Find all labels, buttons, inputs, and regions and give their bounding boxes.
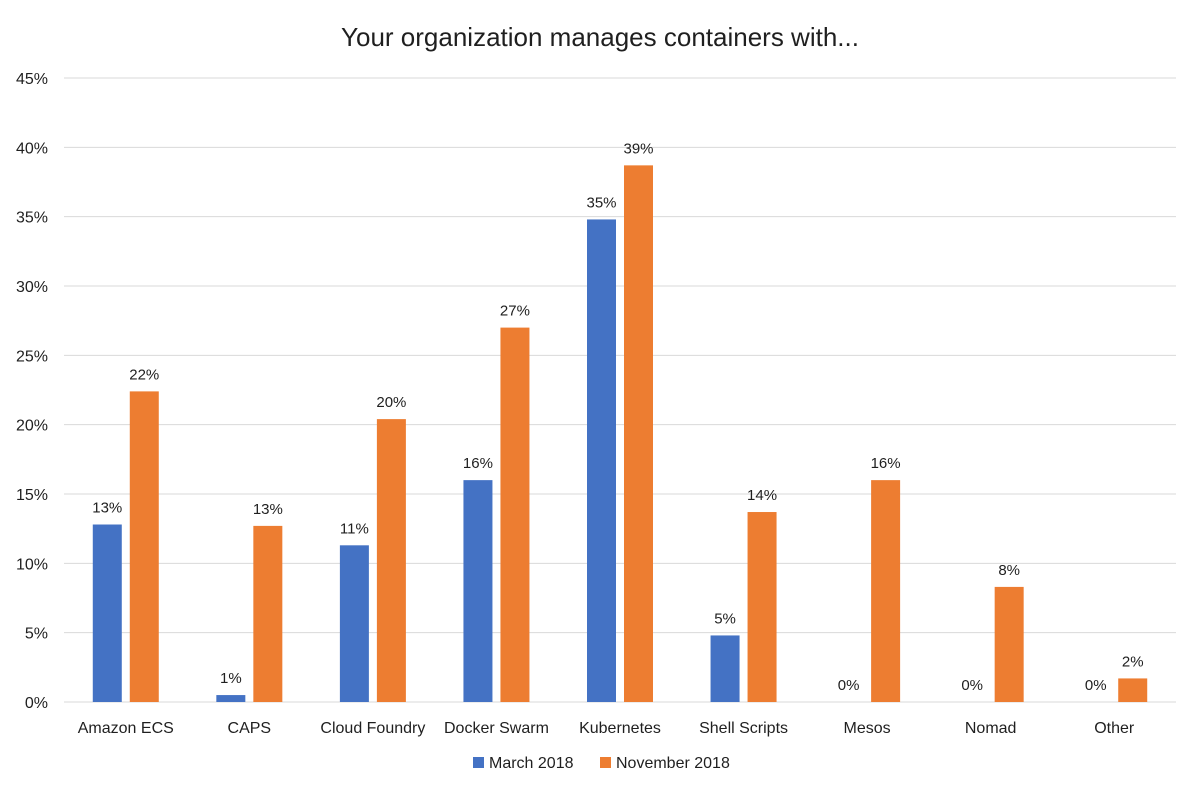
x-category-label: Shell Scripts bbox=[699, 720, 788, 737]
y-tick-label: 10% bbox=[16, 556, 48, 573]
bar-march-2018 bbox=[710, 635, 740, 702]
data-label: 0% bbox=[838, 677, 860, 694]
y-tick-label: 25% bbox=[16, 348, 48, 365]
x-category-label: Other bbox=[1094, 720, 1135, 737]
x-category-label: Cloud Foundry bbox=[320, 720, 425, 737]
data-label: 16% bbox=[463, 455, 493, 472]
bar-november-2018 bbox=[1118, 678, 1148, 702]
gridlines bbox=[64, 77, 1176, 703]
legend-label: March 2018 bbox=[489, 755, 574, 772]
data-label: 0% bbox=[961, 677, 983, 694]
bar-november-2018 bbox=[747, 512, 777, 702]
data-label: 11% bbox=[340, 520, 369, 537]
bar-march-2018 bbox=[463, 480, 493, 702]
data-label: 20% bbox=[376, 394, 406, 411]
data-label: 39% bbox=[623, 140, 653, 157]
y-tick-label: 35% bbox=[16, 210, 48, 227]
data-label: 13% bbox=[253, 501, 283, 518]
data-label: 35% bbox=[586, 194, 616, 211]
legend-swatch bbox=[600, 757, 611, 768]
x-axis-categories: Amazon ECS CAPS Cloud Foundry Docker Swarm K… bbox=[78, 720, 1135, 737]
x-category-label: CAPS bbox=[228, 720, 272, 737]
data-label: 27% bbox=[500, 303, 530, 320]
y-tick-label: 0% bbox=[25, 695, 48, 712]
data-label: 13% bbox=[92, 500, 122, 517]
y-axis-ticks: 0% 5% 10% 15% 20% 25% 30% 35% 40% 45% bbox=[16, 71, 48, 712]
x-category-label: Kubernetes bbox=[579, 720, 661, 737]
legend-swatch bbox=[473, 757, 484, 768]
y-tick-label: 40% bbox=[16, 140, 48, 157]
y-tick-label: 30% bbox=[16, 279, 48, 296]
data-label: 22% bbox=[129, 366, 159, 383]
data-labels: 13% 22% 1% 13% 11% 20% 16% 27% 35% 39% 5% 14% 0% 16% 0… bbox=[92, 140, 1143, 694]
bar-november-2018 bbox=[376, 419, 406, 702]
data-label: 1% bbox=[220, 670, 242, 687]
data-label: 0% bbox=[1085, 677, 1107, 694]
bar-november-2018 bbox=[129, 391, 159, 702]
bars bbox=[92, 165, 1148, 703]
bar-november-2018 bbox=[253, 525, 283, 702]
y-tick-label: 20% bbox=[16, 418, 48, 435]
bar-november-2018 bbox=[871, 480, 901, 702]
data-label: 8% bbox=[998, 562, 1020, 579]
y-tick-label: 45% bbox=[16, 71, 48, 88]
x-category-label: Docker Swarm bbox=[444, 720, 549, 737]
legend: March 2018 November 2018 bbox=[473, 755, 730, 772]
chart-title: Your organization manages containers wit… bbox=[341, 22, 859, 52]
data-label: 5% bbox=[714, 610, 736, 627]
data-label: 14% bbox=[747, 487, 777, 504]
y-tick-label: 15% bbox=[16, 487, 48, 504]
bar-november-2018 bbox=[500, 327, 530, 702]
bar-november-2018 bbox=[624, 165, 653, 703]
bar-march-2018 bbox=[216, 695, 246, 702]
data-label: 16% bbox=[871, 455, 901, 472]
bar-november-2018 bbox=[994, 586, 1024, 702]
bar-march-2018 bbox=[587, 219, 616, 702]
bar-march-2018 bbox=[339, 545, 369, 702]
bar-march-2018 bbox=[92, 524, 122, 702]
x-category-label: Mesos bbox=[844, 720, 891, 737]
data-label: 2% bbox=[1122, 653, 1144, 670]
x-category-label: Nomad bbox=[965, 720, 1017, 737]
y-tick-label: 5% bbox=[25, 626, 48, 643]
legend-label: November 2018 bbox=[616, 755, 730, 772]
x-category-label: Amazon ECS bbox=[78, 720, 174, 737]
